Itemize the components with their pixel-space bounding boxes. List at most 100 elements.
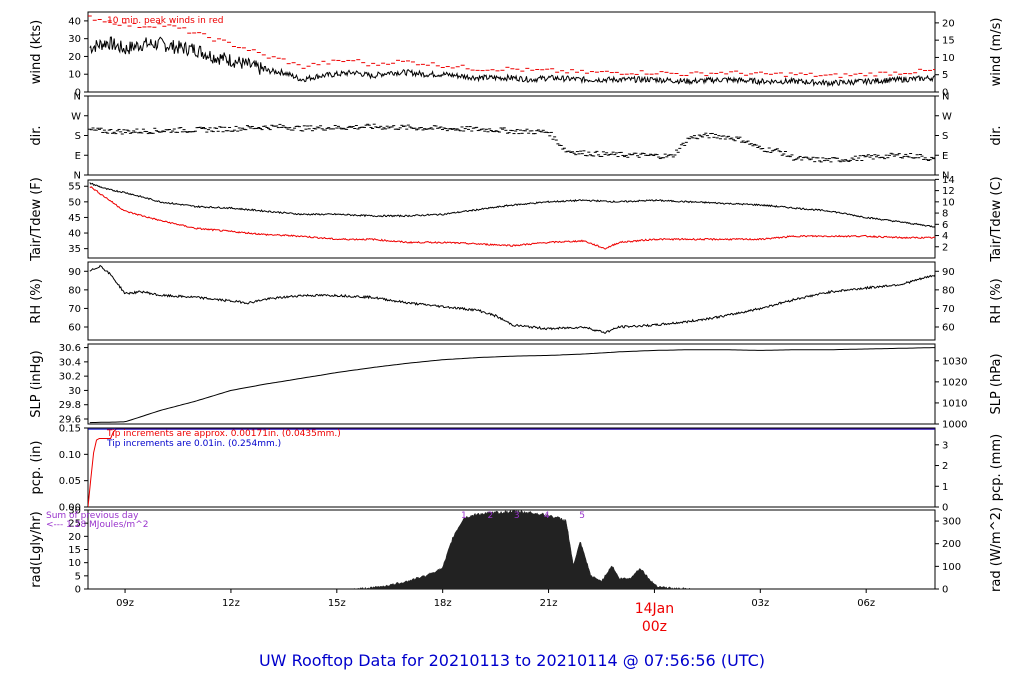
panel-frame — [87, 427, 936, 508]
left-tick-label: 30 — [68, 386, 81, 397]
series-group — [354, 510, 690, 589]
left-tick-label: 45 — [68, 213, 81, 224]
right-tick-label: 14 — [942, 175, 955, 186]
y-label-right: dir. — [989, 125, 1004, 145]
left-tick-label: 70 — [68, 304, 81, 315]
series-line-0 — [89, 36, 935, 88]
series-group — [88, 123, 935, 163]
left-tick-label: 0.15 — [59, 424, 81, 435]
x-tick-label: 15z — [328, 598, 346, 609]
left-tick-label: 29.6 — [59, 415, 81, 426]
right-tick-label: 1010 — [942, 398, 967, 409]
right-tick-label: 70 — [942, 304, 955, 315]
rad-marker: 5 — [579, 511, 585, 521]
left-tick-label: 40 — [68, 16, 81, 27]
right-tick-label: 3 — [942, 440, 948, 451]
series-line-0 — [89, 182, 935, 228]
y-label-right: SLP (hPa) — [989, 353, 1004, 414]
y-label-left: wind (kts) — [29, 20, 44, 84]
panel-pcp: 0.00 0.05 0.10 0.15 0 1 2 3 pcp. (in) pcp. (mm) Ti… — [29, 424, 1004, 514]
left-tick-label: 40 — [68, 229, 81, 240]
y-label-right: Tair/Tdew (C) — [989, 176, 1004, 262]
panel-annotation: 10 min. peak winds in red — [107, 16, 224, 26]
left-tick-label: N — [74, 92, 81, 103]
right-tick-label: 8 — [942, 209, 948, 220]
right-tick-label: 6 — [942, 220, 948, 231]
right-tick-label: 90 — [942, 267, 955, 278]
x-tick-label: 09z — [116, 598, 134, 609]
panel-slp: 29.6 29.8 30 30.2 30.4 30.6 1000 1010 1020 1030 SL… — [29, 343, 1004, 430]
left-tick-label: 30 — [68, 34, 81, 45]
left-tick-label: 10 — [68, 558, 81, 569]
x-tick-label: 21z — [540, 598, 558, 609]
panel-frame — [87, 343, 936, 425]
y-label-left: Tair/Tdew (F) — [29, 177, 44, 262]
left-tick-label: 0.10 — [59, 450, 81, 461]
series-line-0 — [89, 264, 935, 334]
series-line-1 — [89, 186, 935, 250]
y-label-right: RH (%) — [989, 278, 1004, 323]
left-tick-label: 10 — [68, 70, 81, 81]
day-marker-date: 14Jan — [635, 601, 674, 617]
right-tick-label: 10 — [942, 53, 955, 64]
left-tick-label: 35 — [68, 244, 81, 255]
left-tick-label: 55 — [68, 182, 81, 193]
panel-note: <--- 1.28 MJoules/m^2 — [46, 520, 148, 530]
panel-frame — [87, 11, 936, 93]
left-tick-label: 60 — [68, 323, 81, 334]
right-tick-label: 1 — [942, 482, 948, 493]
right-tick-label: W — [942, 111, 952, 122]
x-tick-label: 06z — [857, 598, 875, 609]
right-tick-label: 5 — [942, 70, 948, 81]
left-tick-label: 80 — [68, 285, 81, 296]
right-tick-label: 1020 — [942, 377, 967, 388]
panel-frame — [87, 95, 936, 176]
right-tick-label: 20 — [942, 18, 955, 29]
right-tick-label: 10 — [942, 197, 955, 208]
series-group — [88, 428, 935, 507]
left-tick-label: 20 — [68, 532, 81, 543]
right-tick-label: 80 — [942, 285, 955, 296]
day-marker-hour: 00z — [642, 619, 667, 635]
right-tick-label: 60 — [942, 323, 955, 334]
x-tick-label: 03z — [751, 598, 769, 609]
y-label-left: RH (%) — [29, 278, 44, 323]
series-group — [89, 264, 935, 334]
left-tick-label: 30.2 — [59, 372, 81, 383]
right-tick-label: 4 — [942, 231, 948, 242]
y-label-right: pcp. (mm) — [989, 434, 1004, 501]
right-tick-label: 0 — [942, 585, 948, 596]
left-tick-label: W — [71, 111, 81, 122]
right-tick-label: 2 — [942, 242, 948, 253]
left-tick-label: S — [75, 131, 81, 142]
panel-wind: 0 10 20 30 40 0 5 10 15 20 wind (kts) wind (m/s) 10 … — [29, 11, 1004, 99]
y-label-left: pcp. (in) — [29, 441, 44, 495]
right-tick-label: 0 — [942, 503, 948, 514]
rad-marker: 1 — [461, 511, 467, 521]
series-group — [89, 182, 935, 250]
left-tick-label: 0.00 — [59, 503, 81, 514]
right-tick-label: S — [942, 131, 948, 142]
right-tick-label: 0 — [942, 88, 948, 99]
left-tick-label: 90 — [68, 267, 81, 278]
left-tick-label: N — [74, 171, 81, 182]
right-tick-label: N — [942, 92, 949, 103]
y-label-left: dir. — [29, 125, 44, 145]
right-tick-label: 15 — [942, 36, 955, 47]
y-label-right: rad (W/m^2) — [989, 507, 1004, 592]
panel-frame — [87, 179, 936, 259]
x-tick-label: 12z — [222, 598, 240, 609]
left-tick-label: 30.6 — [59, 343, 81, 354]
panel-note: Sum of previous day — [46, 511, 139, 521]
right-tick-label: N — [942, 171, 949, 182]
rad-marker: 2 — [487, 511, 493, 521]
left-tick-label: 29.8 — [59, 400, 81, 411]
left-tick-label: 30 — [68, 506, 81, 517]
left-tick-label: 30.4 — [59, 357, 81, 368]
x-tick-label: 18z — [434, 598, 452, 609]
right-tick-label: 200 — [942, 539, 961, 550]
y-label-right: wind (m/s) — [989, 18, 1004, 87]
y-label-left: SLP (inHg) — [29, 350, 44, 418]
